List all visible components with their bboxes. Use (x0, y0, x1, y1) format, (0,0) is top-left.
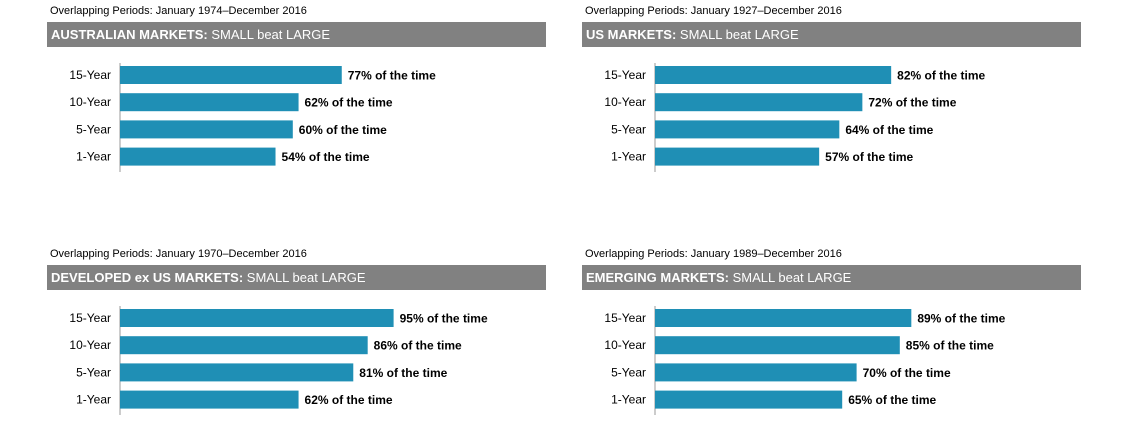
category-label: 10-Year (69, 95, 111, 109)
header-subtitle: SMALL beat LARGE (729, 270, 852, 285)
bar (655, 147, 820, 166)
panel-header: US MARKETS: SMALL beat LARGE (582, 22, 1081, 47)
data-label: 89% of the time (917, 312, 1005, 326)
data-label: 72% of the time (868, 96, 956, 110)
data-label: 82% of the time (897, 69, 985, 83)
data-label: 64% of the time (845, 123, 933, 137)
panel-us-markets: Overlapping Periods: January 1927–Decemb… (582, 5, 1082, 195)
bar (655, 336, 900, 355)
panel-header: EMERGING MARKETS: SMALL beat LARGE (582, 265, 1081, 290)
bar (655, 93, 863, 112)
bar (120, 93, 299, 112)
category-label: 15-Year (604, 311, 646, 325)
panel-header: DEVELOPED ex US MARKETS: SMALL beat LARG… (47, 265, 546, 290)
category-label: 15-Year (69, 68, 111, 82)
data-label: 57% of the time (825, 150, 913, 164)
bar (655, 390, 843, 409)
bar (655, 309, 912, 327)
category-label: 10-Year (604, 338, 646, 352)
header-market: AUSTRALIAN MARKETS: (51, 27, 208, 42)
data-label: 65% of the time (848, 393, 936, 407)
category-label: 10-Year (604, 95, 646, 109)
category-label: 1-Year (76, 150, 111, 164)
bar-chart: 15-Year 89% of the time 10-Year 85% of the … (604, 306, 1006, 415)
data-label: 85% of the time (906, 339, 994, 353)
header-subtitle: SMALL beat LARGE (676, 27, 799, 42)
data-label: 54% of the time (282, 150, 370, 164)
bar (120, 390, 299, 409)
panel-header: AUSTRALIAN MARKETS: SMALL beat LARGE (47, 22, 546, 47)
period-label: Overlapping Periods: January 1989–Decemb… (585, 248, 842, 260)
bar (655, 120, 840, 139)
category-label: 5-Year (76, 122, 111, 136)
bar (120, 66, 342, 84)
category-label: 1-Year (611, 393, 646, 407)
bar (120, 120, 293, 139)
header-market: DEVELOPED ex US MARKETS: (51, 270, 244, 285)
period-label: Overlapping Periods: January 1970–Decemb… (50, 248, 307, 260)
category-label: 15-Year (604, 68, 646, 82)
bar-chart: 15-Year 77% of the time 10-Year 62% of the … (69, 63, 436, 172)
bar (120, 336, 368, 355)
panel-developed-ex-us-markets: Overlapping Periods: January 1970–Decemb… (47, 248, 547, 438)
bar-chart: 15-Year 82% of the time 10-Year 72% of the … (604, 63, 986, 172)
category-label: 1-Year (611, 150, 646, 164)
panel-australian-markets: Overlapping Periods: January 1974–Decemb… (47, 5, 547, 195)
header-subtitle: SMALL beat LARGE (207, 27, 331, 42)
data-label: 62% of the time (305, 393, 393, 407)
data-label: 81% of the time (359, 366, 447, 380)
period-label: Overlapping Periods: January 1974–Decemb… (50, 5, 307, 17)
header-market: EMERGING MARKETS: (586, 270, 729, 285)
bar (120, 309, 394, 327)
category-label: 5-Year (76, 365, 111, 379)
data-label: 70% of the time (863, 366, 951, 380)
category-label: 10-Year (69, 338, 111, 352)
data-label: 77% of the time (348, 69, 436, 83)
bar (120, 147, 276, 166)
panel-emerging-markets: Overlapping Periods: January 1989–Decemb… (582, 248, 1082, 438)
data-label: 62% of the time (305, 96, 393, 110)
data-label: 60% of the time (299, 123, 387, 137)
bar (655, 66, 892, 84)
category-label: 15-Year (69, 311, 111, 325)
category-label: 1-Year (76, 393, 111, 407)
category-label: 5-Year (611, 365, 646, 379)
header-market: US MARKETS: (586, 27, 677, 42)
bar-chart: 15-Year 95% of the time 10-Year 86% of the … (69, 306, 488, 415)
category-label: 5-Year (611, 122, 646, 136)
header-subtitle: SMALL beat LARGE (243, 270, 366, 285)
data-label: 95% of the time (400, 312, 488, 326)
data-label: 86% of the time (374, 339, 462, 353)
bar (655, 363, 857, 382)
bar (120, 363, 354, 382)
period-label: Overlapping Periods: January 1927–Decemb… (585, 5, 842, 17)
